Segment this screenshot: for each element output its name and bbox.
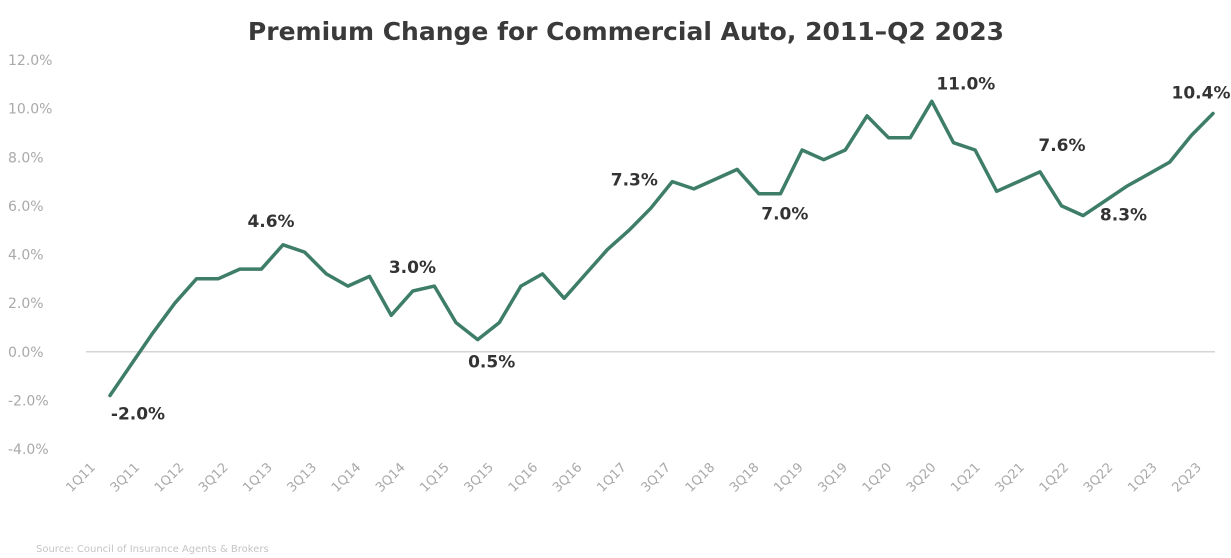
x-tick-label: 2Q23 <box>1169 460 1204 495</box>
data-label: -2.0% <box>111 405 165 425</box>
x-tick-label: 3Q15 <box>462 460 497 495</box>
x-tick-label: 3Q14 <box>373 460 408 495</box>
x-tick-label: 1Q20 <box>860 460 895 495</box>
y-tick-label: 12.0% <box>8 53 52 69</box>
source-note: Source: Council of Insurance Agents & Br… <box>36 544 269 555</box>
x-axis: 1Q11 3Q11 1Q12 3Q12 1Q13 3Q13 1Q14 3Q14 1Q15 3Q15… <box>63 460 1204 495</box>
y-tick-label: 0.0% <box>8 345 44 361</box>
x-tick-label: 1Q16 <box>506 460 541 495</box>
x-tick-label: 1Q15 <box>417 460 452 495</box>
data-label: 10.4% <box>1172 83 1231 103</box>
x-tick-label: 1Q23 <box>1125 460 1160 495</box>
y-tick-label: 10.0% <box>8 102 52 118</box>
x-tick-label: 3Q20 <box>904 460 939 495</box>
data-label: 4.6% <box>247 212 294 232</box>
x-tick-label: 3Q16 <box>550 460 585 495</box>
data-labels: -2.0% 4.6% 3.0% 0.5% 7.3% 7.0% 11.0% 7.6% 8.3% 10… <box>111 74 1231 424</box>
y-tick-label: 2.0% <box>8 296 44 312</box>
data-label: 7.3% <box>611 171 658 191</box>
y-tick-label: 8.0% <box>8 150 44 166</box>
x-tick-label: 3Q22 <box>1081 460 1116 495</box>
x-tick-label: 1Q19 <box>771 460 806 495</box>
x-tick-label: 3Q17 <box>639 460 674 495</box>
x-tick-label: 3Q13 <box>285 460 320 495</box>
y-axis: -4.0% -2.0% 0.0% 2.0% 4.0% 6.0% 8.0% 10.0% 12.0% <box>8 53 52 458</box>
x-tick-label: 1Q14 <box>329 460 364 495</box>
x-tick-label: 3Q21 <box>992 460 1027 495</box>
x-tick-label: 1Q22 <box>1037 460 1072 495</box>
data-label: 7.6% <box>1038 136 1085 156</box>
y-tick-label: 6.0% <box>8 199 44 215</box>
x-tick-label: 1Q11 <box>63 460 98 495</box>
y-tick-label: -4.0% <box>8 442 49 458</box>
data-label: 7.0% <box>761 205 808 225</box>
x-tick-label: 1Q18 <box>683 460 718 495</box>
y-tick-label: 4.0% <box>8 248 44 264</box>
x-tick-label: 3Q11 <box>108 460 143 495</box>
data-label: 11.0% <box>936 74 995 94</box>
x-tick-label: 1Q12 <box>152 460 187 495</box>
x-tick-label: 3Q18 <box>727 460 762 495</box>
x-tick-label: 3Q12 <box>196 460 231 495</box>
x-tick-label: 1Q17 <box>594 460 629 495</box>
x-tick-label: 1Q13 <box>240 460 275 495</box>
x-tick-label: 3Q19 <box>816 460 851 495</box>
data-label: 8.3% <box>1100 205 1147 225</box>
y-tick-label: -2.0% <box>8 393 49 409</box>
data-label: 0.5% <box>468 353 515 373</box>
chart-title: Premium Change for Commercial Auto, 2011… <box>248 17 1004 46</box>
x-tick-label: 1Q21 <box>948 460 983 495</box>
series-line <box>108 99 1215 398</box>
data-label: 3.0% <box>389 258 436 278</box>
